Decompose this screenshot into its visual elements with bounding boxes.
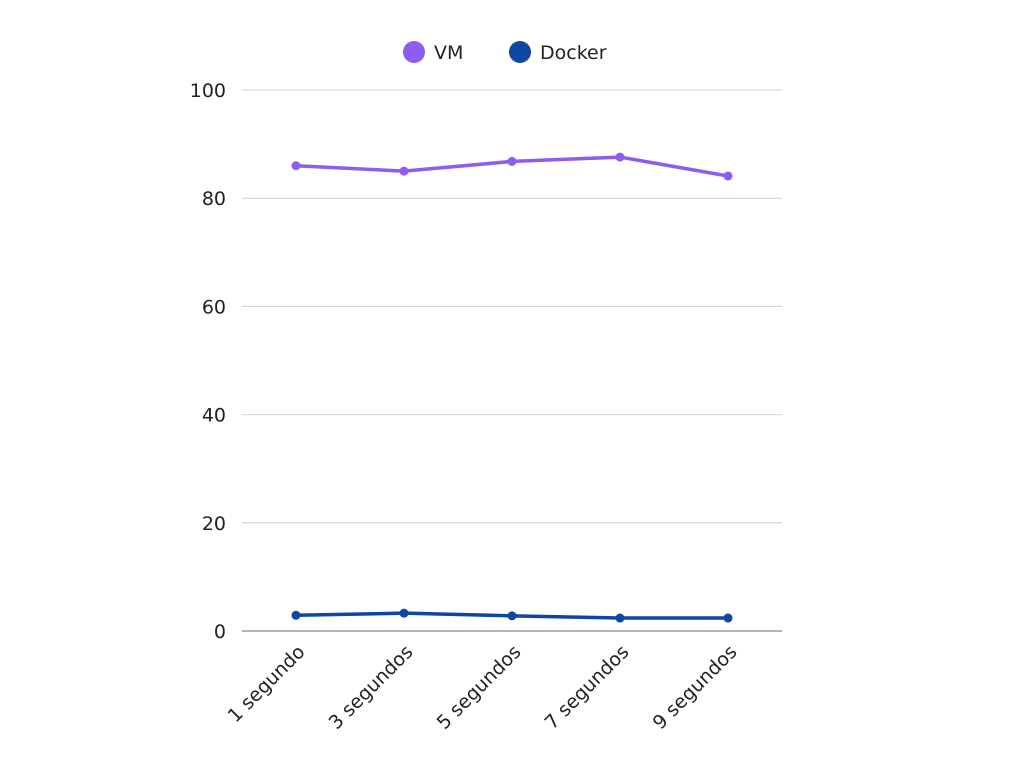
data-point-vm xyxy=(291,161,301,171)
x-tick-label: 5 segundos xyxy=(433,641,526,734)
data-point-vm xyxy=(723,171,733,181)
data-point-docker xyxy=(399,608,409,618)
y-tick-label: 40 xyxy=(202,405,226,427)
series-layer xyxy=(291,152,733,623)
x-tick-label: 7 segundos xyxy=(541,641,634,734)
y-axis-ticks: 0 20 40 60 80 100 xyxy=(190,80,226,643)
data-point-docker xyxy=(723,613,733,623)
x-tick-label: 1 segundo xyxy=(224,641,310,727)
grid-lines xyxy=(242,89,782,632)
legend-label-vm: VM xyxy=(434,42,463,64)
data-point-docker xyxy=(291,610,301,620)
legend: VM Docker xyxy=(403,41,607,64)
x-tick-label: 3 segundos xyxy=(325,641,418,734)
data-point-vm xyxy=(615,152,625,162)
data-point-vm xyxy=(507,156,517,166)
data-point-vm xyxy=(399,166,409,176)
y-tick-label: 60 xyxy=(202,296,226,318)
legend-marker-vm xyxy=(403,41,425,63)
y-tick-label: 0 xyxy=(214,621,226,643)
x-tick-label: 9 segundos xyxy=(649,641,742,734)
data-point-docker xyxy=(615,613,625,623)
y-tick-label: 20 xyxy=(202,513,226,535)
y-tick-label: 100 xyxy=(190,80,226,102)
data-point-docker xyxy=(507,611,517,621)
legend-marker-docker xyxy=(509,41,531,63)
x-axis-ticks: 1 segundo 3 segundos 5 segundos 7 segundos 9… xyxy=(224,641,742,734)
legend-label-docker: Docker xyxy=(540,42,607,64)
y-tick-label: 80 xyxy=(202,188,226,210)
